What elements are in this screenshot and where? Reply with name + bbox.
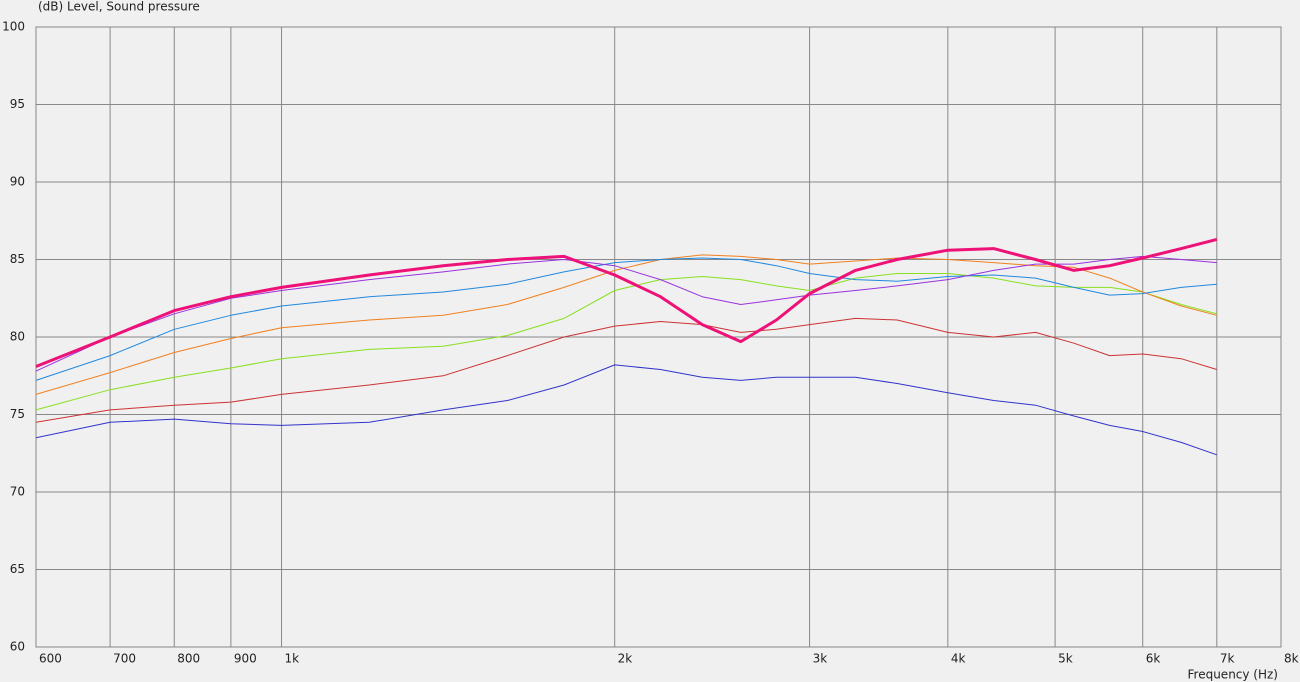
series-line xyxy=(35,254,1217,395)
y-tick-label: 70 xyxy=(10,485,25,499)
x-tick-label: 800 xyxy=(177,652,200,666)
y-tick-label: 65 xyxy=(10,562,25,576)
y-tick-label: 85 xyxy=(10,252,25,266)
series-line xyxy=(35,257,1217,381)
y-tick-label: 75 xyxy=(10,407,25,421)
series-line xyxy=(35,317,1217,423)
y-tick-label: 60 xyxy=(10,640,25,654)
x-tick-label: 8k xyxy=(1284,652,1299,666)
x-tick-label: 900 xyxy=(234,652,257,666)
y-tick-label: 100 xyxy=(2,20,25,34)
y-axis-label: (dB) Level, Sound pressure xyxy=(38,0,200,14)
x-tick-label: 600 xyxy=(39,652,62,666)
x-tick-label: 6k xyxy=(1146,652,1161,666)
y-tick-label: 80 xyxy=(10,330,25,344)
x-axis-label: Frequency (Hz) xyxy=(1188,668,1279,682)
x-tick-label: 4k xyxy=(951,652,966,666)
series-line xyxy=(35,237,1218,368)
x-tick-label: 7k xyxy=(1220,652,1235,666)
x-tick-label: 5k xyxy=(1058,652,1073,666)
x-tick-label: 700 xyxy=(113,652,136,666)
x-tick-label: 3k xyxy=(813,652,828,666)
y-tick-label: 95 xyxy=(10,97,25,111)
x-tick-label: 1k xyxy=(285,652,300,666)
y-tick-label: 90 xyxy=(10,175,25,189)
series-line xyxy=(35,364,1217,456)
series-line xyxy=(35,255,1217,372)
x-tick-label: 2k xyxy=(618,652,633,666)
